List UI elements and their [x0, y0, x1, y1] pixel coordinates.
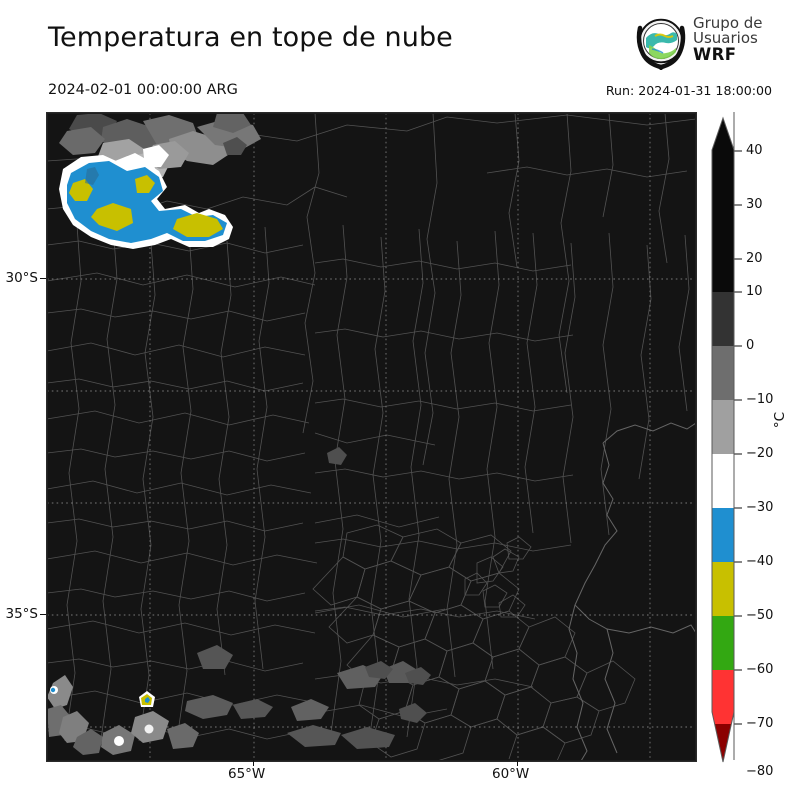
- colorbar-tick-m40: −40: [746, 554, 774, 569]
- logo-line-3: WRF: [693, 44, 737, 64]
- xtick-label-60w: 60°W: [492, 766, 530, 782]
- colorbar-tick-10: 10: [746, 284, 763, 299]
- map-panel[interactable]: [46, 112, 697, 762]
- colorbar-ticks: [734, 150, 742, 725]
- ytick-label-30s: 30°S: [5, 270, 39, 286]
- ytick-label-35s: 35°S: [5, 606, 39, 622]
- logo-text: Grupo de Usuarios WRF: [693, 14, 763, 64]
- isolated-convective-cell: [139, 691, 155, 707]
- colorbar-tick-m10: −10: [746, 392, 774, 407]
- colorbar-tick-30: 30: [746, 197, 763, 212]
- colorbar-tick-m70: −70: [746, 716, 774, 731]
- xtick-60w: [517, 760, 518, 766]
- valid-time-label: 2024-02-01 00:00:00 ARG: [48, 82, 238, 98]
- scattered-midlevel-cloud: [223, 137, 431, 723]
- colorbar-tick-40: 40: [746, 143, 763, 158]
- xtick-65w: [253, 760, 254, 766]
- colorbar-tick-m20: −20: [746, 446, 774, 461]
- colorbar-unit-label: °C: [772, 411, 788, 429]
- map-canvas: [47, 113, 696, 761]
- globe-emblem-icon: [633, 14, 689, 71]
- colorbar-tick-m30: −30: [746, 500, 774, 515]
- colorbar-tick-m60: −60: [746, 662, 774, 677]
- cirrus-patch-north: [59, 113, 261, 181]
- cloud-core-olive: [69, 175, 223, 237]
- ytick-35s: [40, 614, 46, 615]
- run-time-label: Run: 2024-01-31 18:00:00: [605, 83, 772, 98]
- low-cloud-southwest: [47, 645, 419, 755]
- colorbar-tick-m80: −80: [746, 764, 774, 779]
- map-border: [47, 113, 696, 761]
- colorbar-tick-20: 20: [746, 251, 763, 266]
- wrf-user-group-logo: Grupo de Usuarios WRF: [633, 14, 793, 72]
- logo-line-1: Grupo de: [693, 14, 763, 32]
- page-title: Temperatura en tope de nube: [48, 22, 453, 53]
- ytick-30s: [40, 278, 46, 279]
- xtick-label-65w: 65°W: [228, 766, 266, 782]
- cloud-internal-gap: [85, 167, 99, 185]
- logo-line-2: Usuarios: [693, 29, 758, 48]
- colorbar-bands: [712, 118, 734, 762]
- cloud-top-temperature-field: [47, 113, 431, 755]
- colorbar-tick-0: 0: [746, 338, 755, 353]
- colorbar-canvas: [711, 112, 742, 763]
- colorbar-tick-m50: −50: [746, 608, 774, 623]
- colorbar[interactable]: 40 30 20 10 0 −10 −20 −30 −40 −50 −60 −7…: [706, 112, 796, 779]
